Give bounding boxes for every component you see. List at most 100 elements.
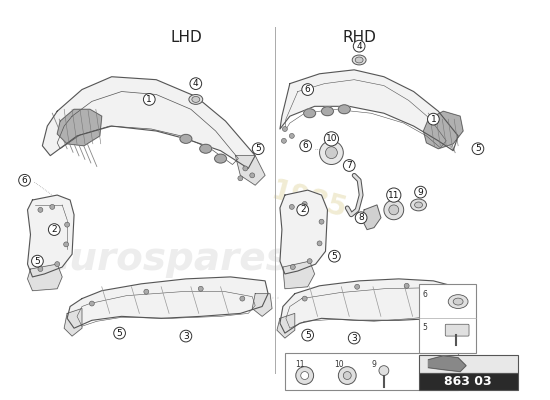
Circle shape <box>338 367 356 384</box>
Text: 3: 3 <box>351 334 357 342</box>
Circle shape <box>384 200 404 220</box>
Circle shape <box>379 366 389 376</box>
Ellipse shape <box>352 55 366 65</box>
Text: 5: 5 <box>422 323 427 332</box>
Circle shape <box>55 262 60 266</box>
Circle shape <box>38 266 43 272</box>
Text: 10: 10 <box>326 134 337 143</box>
Ellipse shape <box>338 105 350 114</box>
Ellipse shape <box>448 295 468 308</box>
Polygon shape <box>28 264 62 291</box>
Polygon shape <box>280 70 458 151</box>
Circle shape <box>319 219 324 224</box>
Text: 5: 5 <box>475 144 481 153</box>
Circle shape <box>317 241 322 246</box>
Circle shape <box>90 301 95 306</box>
Text: 8: 8 <box>358 213 364 222</box>
Ellipse shape <box>304 109 316 118</box>
Text: 2: 2 <box>300 205 306 214</box>
FancyBboxPatch shape <box>419 284 476 353</box>
Circle shape <box>64 242 69 247</box>
Circle shape <box>296 367 314 384</box>
Circle shape <box>50 204 55 209</box>
Circle shape <box>65 222 70 227</box>
Circle shape <box>144 289 149 294</box>
Polygon shape <box>277 314 295 338</box>
Text: 5: 5 <box>332 252 337 261</box>
FancyBboxPatch shape <box>419 372 518 390</box>
Text: 4: 4 <box>356 42 362 51</box>
Circle shape <box>326 147 337 158</box>
Text: 11: 11 <box>388 190 399 200</box>
Text: RHD: RHD <box>342 30 376 45</box>
Circle shape <box>404 283 409 288</box>
Ellipse shape <box>180 134 192 143</box>
Polygon shape <box>252 294 272 316</box>
Polygon shape <box>283 261 315 289</box>
Text: 863 03: 863 03 <box>444 375 492 388</box>
Circle shape <box>343 372 351 380</box>
Text: 1: 1 <box>146 95 152 104</box>
Polygon shape <box>362 205 381 230</box>
Circle shape <box>282 138 287 143</box>
Polygon shape <box>424 111 463 149</box>
Polygon shape <box>280 190 327 274</box>
Circle shape <box>355 284 360 289</box>
Circle shape <box>320 141 343 164</box>
Ellipse shape <box>453 298 463 305</box>
Text: LHD: LHD <box>170 30 202 45</box>
Ellipse shape <box>189 94 203 104</box>
Text: 6: 6 <box>305 85 311 94</box>
Text: 2: 2 <box>52 225 57 234</box>
Polygon shape <box>57 109 102 146</box>
Text: 6: 6 <box>21 176 28 185</box>
FancyBboxPatch shape <box>419 355 518 372</box>
Polygon shape <box>42 77 255 168</box>
Text: 11: 11 <box>295 360 304 369</box>
Text: a passion for...: a passion for... <box>160 285 281 303</box>
Circle shape <box>289 204 294 209</box>
Circle shape <box>301 372 309 380</box>
Ellipse shape <box>355 57 363 63</box>
Text: 6: 6 <box>422 290 427 299</box>
Polygon shape <box>453 299 473 320</box>
Circle shape <box>243 166 248 171</box>
Circle shape <box>302 202 307 206</box>
FancyBboxPatch shape <box>285 353 458 390</box>
Circle shape <box>38 207 43 212</box>
Polygon shape <box>280 279 468 333</box>
Polygon shape <box>28 195 74 277</box>
Ellipse shape <box>200 144 212 153</box>
Circle shape <box>289 134 294 138</box>
Text: 5: 5 <box>305 330 311 340</box>
Text: 7: 7 <box>346 161 352 170</box>
Polygon shape <box>235 156 265 185</box>
Ellipse shape <box>411 199 426 211</box>
FancyBboxPatch shape <box>446 324 469 336</box>
Circle shape <box>307 259 312 264</box>
Text: 10: 10 <box>334 360 344 369</box>
Circle shape <box>199 286 204 291</box>
Text: 5: 5 <box>35 257 40 266</box>
Text: 9: 9 <box>417 188 424 197</box>
Circle shape <box>389 205 399 215</box>
Text: 5: 5 <box>255 144 261 153</box>
Text: 9: 9 <box>371 360 376 369</box>
Text: 3: 3 <box>183 332 189 340</box>
Polygon shape <box>428 356 466 372</box>
Polygon shape <box>67 277 268 328</box>
Circle shape <box>446 294 450 299</box>
Text: eurospares: eurospares <box>43 240 289 278</box>
Circle shape <box>282 126 287 132</box>
Circle shape <box>302 296 307 301</box>
Text: 4: 4 <box>193 79 199 88</box>
Circle shape <box>290 264 295 270</box>
Circle shape <box>238 176 243 181</box>
Ellipse shape <box>214 154 227 163</box>
Circle shape <box>240 296 245 301</box>
Text: 5: 5 <box>117 329 123 338</box>
Circle shape <box>250 173 255 178</box>
Polygon shape <box>64 308 82 336</box>
Text: 1: 1 <box>431 115 436 124</box>
Text: 1985: 1985 <box>268 176 351 224</box>
